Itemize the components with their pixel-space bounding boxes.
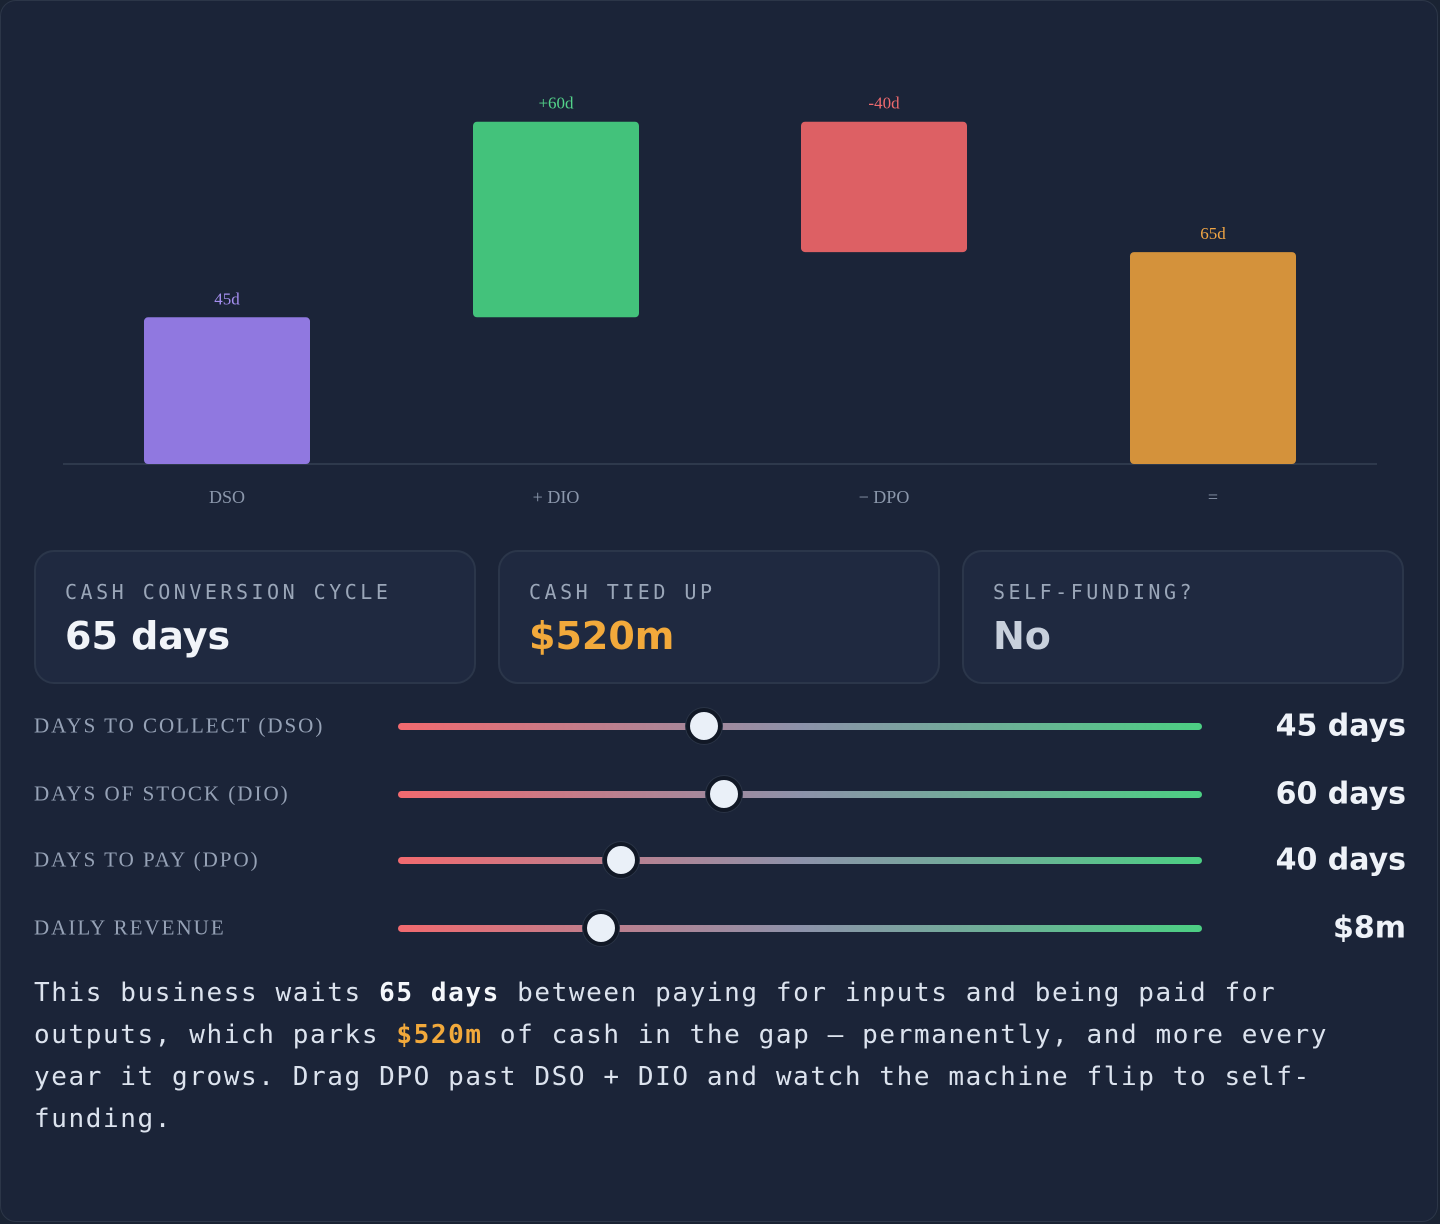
slider-value: $8m [1332, 910, 1406, 946]
dio-slider-thumb[interactable] [705, 776, 742, 812]
explanation-days: 65 days [379, 978, 500, 1008]
slider-row-dso: DAYS TO COLLECT (DSO) 45 days [34, 706, 1406, 746]
bar-dso [144, 317, 310, 464]
card-label: CASH CONVERSION CYCLE [65, 580, 392, 604]
slider-label: DAYS TO PAY (DPO) [34, 847, 260, 872]
dpo-slider-track[interactable] [398, 842, 1202, 878]
bar-dio [473, 121, 639, 318]
data-label-dio: +60d [538, 94, 574, 113]
slider-value: 60 days [1275, 776, 1406, 812]
data-label-result: 65d [1200, 224, 1226, 243]
card-cash-conversion-cycle: CASH CONVERSION CYCLE 65 days [34, 550, 476, 684]
category-label-result: = [1208, 487, 1218, 507]
bar-dpo [801, 121, 967, 253]
explanation-part: This business waits [34, 978, 380, 1008]
explanation-cash: $520m [396, 1020, 483, 1050]
data-label-dpo: -40d [868, 94, 900, 113]
waterfall-chart: 45d DSO +60d + DIO -40d − DPO 65d = [63, 94, 1377, 507]
category-label-dpo: − DPO [859, 487, 910, 507]
card-label: CASH TIED UP [529, 580, 716, 604]
slider-label: DAYS OF STOCK (DIO) [34, 781, 290, 806]
category-label-dso: DSO [209, 487, 245, 507]
slider-row-daily-revenue: DAILY REVENUE $8m [34, 908, 1406, 948]
card-label: SELF-FUNDING? [993, 580, 1196, 604]
card-value: No [993, 614, 1051, 658]
card-self-funding: SELF-FUNDING? No [962, 550, 1404, 684]
dso-slider-thumb[interactable] [685, 708, 722, 744]
slider-row-dio: DAYS OF STOCK (DIO) 60 days [34, 774, 1406, 814]
card-value: 65 days [65, 614, 231, 658]
explanation-text: This business waits 65 days between payi… [34, 972, 1374, 1140]
dio-slider-track[interactable] [398, 776, 1202, 812]
category-label-dio: + DIO [533, 487, 580, 507]
dso-slider-track[interactable] [398, 708, 1202, 744]
card-value: $520m [529, 614, 675, 658]
slider-label: DAILY REVENUE [34, 915, 226, 940]
dpo-slider-thumb[interactable] [602, 842, 639, 878]
explanation-part: between paying for inputs and being paid… [34, 978, 1277, 1050]
card-cash-tied-up: CASH TIED UP $520m [498, 550, 940, 684]
explanation-part: of cash in the gap — permanently, and mo… [34, 1020, 1329, 1134]
slider-value: 40 days [1275, 842, 1406, 878]
slider-value: 45 days [1275, 708, 1406, 744]
data-label-dso: 45d [214, 289, 240, 308]
slider-row-dpo: DAYS TO PAY (DPO) 40 days [34, 840, 1406, 880]
daily-revenue-slider-thumb[interactable] [583, 910, 620, 946]
daily-revenue-slider-track[interactable] [398, 910, 1202, 946]
bar-result [1130, 252, 1296, 464]
slider-label: DAYS TO COLLECT (DSO) [34, 713, 325, 738]
